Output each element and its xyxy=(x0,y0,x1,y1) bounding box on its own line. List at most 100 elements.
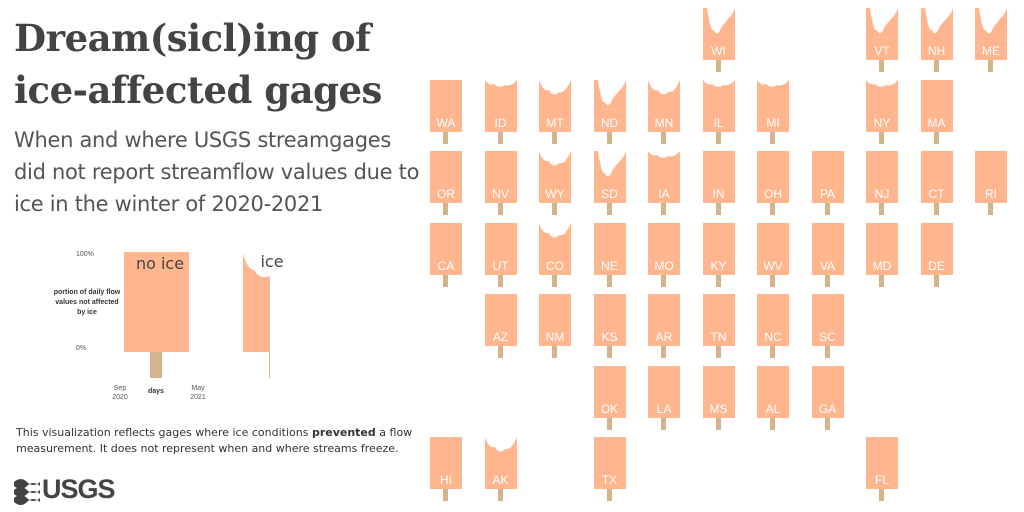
popsicle-ne: NE xyxy=(593,222,626,293)
popsicle-vt: VT xyxy=(866,8,898,78)
popsicle-label: NC xyxy=(764,330,782,344)
popsicle-ms: MS xyxy=(702,365,735,436)
popsicle-label: AK xyxy=(492,473,509,487)
popsicle-wv-icon xyxy=(757,222,789,287)
popsicle-nd: ND xyxy=(593,79,626,150)
popsicle-ca: CA xyxy=(430,222,462,293)
popsicle-label: WV xyxy=(763,258,783,273)
popsicle-label: MO xyxy=(654,258,674,273)
popsicle-md: MD xyxy=(866,222,898,293)
popsicle-label: CO xyxy=(546,258,564,273)
usgs-logo-icon xyxy=(14,479,40,505)
popsicle-label: ID xyxy=(494,115,507,130)
popsicle-label: OR xyxy=(437,187,455,201)
popsicle-label: FL xyxy=(874,473,889,487)
popsicle-ga: GA xyxy=(811,365,844,436)
popsicle-md-icon xyxy=(866,222,898,287)
popsicle-il: IL xyxy=(702,79,735,150)
popsicle-wi: WI xyxy=(702,8,735,78)
popsicle-nm-icon xyxy=(539,294,571,358)
popsicle-hi: HI xyxy=(430,437,462,507)
popsicle-in-icon xyxy=(702,151,735,215)
popsicle-label: TX xyxy=(601,473,618,487)
legend-y-bottom: 0% xyxy=(76,345,87,352)
popsicle-de: DE xyxy=(920,222,953,293)
popsicle-label: LA xyxy=(656,401,672,416)
popsicle-label: OH xyxy=(764,187,782,201)
popsicle-ne-icon xyxy=(593,222,626,287)
popsicle-ga-icon xyxy=(811,365,844,430)
popsicle-label: RI xyxy=(985,187,997,201)
popsicle-label: AR xyxy=(655,330,673,344)
popsicle-mn: MN xyxy=(648,79,680,150)
popsicle-or: OR xyxy=(430,151,462,221)
legend-y-axis-label: portion of daily flow values not affecte… xyxy=(53,289,121,316)
footnote: This visualization reflects gages where … xyxy=(16,425,436,457)
popsicle-mt-icon xyxy=(539,79,571,144)
popsicle-label: IL xyxy=(713,115,724,130)
popsicle-label: NY xyxy=(873,115,891,130)
popsicle-tx-icon xyxy=(593,437,626,501)
popsicle-ak: AK xyxy=(484,437,517,507)
popsicle-fl-icon xyxy=(866,437,898,501)
popsicle-ma: MA xyxy=(920,79,953,150)
popsicle-az: AZ xyxy=(484,294,517,364)
popsicle-wa: WA xyxy=(430,79,462,150)
popsicle-vt-icon xyxy=(866,8,898,72)
popsicle-mo: MO xyxy=(648,222,680,293)
popsicle-va: VA xyxy=(811,222,844,293)
popsicle-ks: KS xyxy=(593,294,626,364)
popsicle-me-icon xyxy=(975,8,1007,72)
popsicle-label: TN xyxy=(710,330,727,344)
popsicle-al-icon xyxy=(757,365,789,430)
popsicle-nh-icon xyxy=(920,8,953,72)
popsicle-ut-icon xyxy=(484,222,517,287)
popsicle-label: NE xyxy=(601,258,618,273)
popsicle-label: UT xyxy=(492,258,509,273)
popsicle-label: CA xyxy=(437,258,455,273)
popsicle-label: MI xyxy=(766,115,780,130)
popsicle-ky-icon xyxy=(702,222,735,287)
popsicle-label: KY xyxy=(710,258,727,273)
popsicle-wi-icon xyxy=(702,8,735,72)
popsicle-tx: TX xyxy=(593,437,626,507)
popsicle-ok: OK xyxy=(593,365,626,436)
popsicle-label: IA xyxy=(658,187,670,201)
popsicle-ny: NY xyxy=(866,79,898,150)
popsicle-label: NJ xyxy=(874,187,890,201)
popsicle-in: IN xyxy=(702,151,735,221)
legend: 100% 0% portion of daily flow values not… xyxy=(40,240,284,410)
popsicle-sd-icon xyxy=(593,151,626,215)
popsicle-co: CO xyxy=(539,222,571,293)
popsicle-ia: IA xyxy=(648,151,680,221)
popsicle-va-icon xyxy=(811,222,844,287)
popsicle-nc-icon xyxy=(757,294,789,358)
popsicle-az-icon xyxy=(484,294,517,358)
popsicle-id: ID xyxy=(484,79,517,150)
popsicle-ks-icon xyxy=(593,294,626,358)
popsicle-ky: KY xyxy=(702,222,735,293)
legend-x-start: Sep 2020 xyxy=(112,385,128,401)
popsicle-co-icon xyxy=(539,222,571,287)
popsicle-me: ME xyxy=(975,8,1007,78)
popsicle-mi: MI xyxy=(757,79,789,150)
popsicle-label: ME xyxy=(982,44,1000,58)
popsicle-wy-icon xyxy=(539,151,571,215)
popsicle-wv: WV xyxy=(757,222,789,293)
popsicle-ms-icon xyxy=(702,365,735,430)
popsicle-ut: UT xyxy=(484,222,517,293)
popsicle-nc: NC xyxy=(757,294,789,364)
popsicle-nd-icon xyxy=(593,79,626,144)
popsicle-ri-icon xyxy=(975,151,1007,215)
popsicle-pa: PA xyxy=(811,151,844,221)
popsicle-label: DE xyxy=(928,258,945,273)
popsicle-sc-icon xyxy=(811,294,844,358)
popsicle-ri: RI xyxy=(975,151,1007,221)
popsicle-label: MD xyxy=(872,258,892,273)
popsicle-ak-icon xyxy=(484,437,517,501)
popsicle-wy: WY xyxy=(539,151,571,221)
popsicle-al: AL xyxy=(757,365,789,436)
popsicle-label: VT xyxy=(874,44,890,58)
popsicle-label: VA xyxy=(819,258,836,273)
popsicle-label: WA xyxy=(436,115,456,130)
